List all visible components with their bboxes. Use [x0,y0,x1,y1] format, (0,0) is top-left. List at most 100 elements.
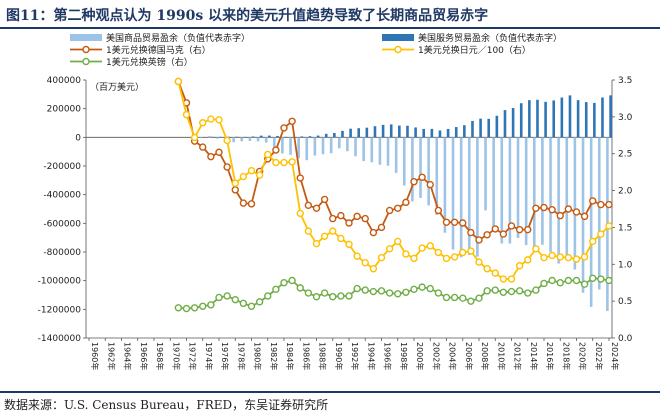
goods-bar [346,137,349,152]
dem-point [524,225,532,234]
gbp-point [483,287,491,295]
services-bar [528,100,531,138]
gbp-point [353,284,361,293]
services-bar [422,128,426,138]
legend-label-goods: 美国商品贸易盈余（负值代表赤字） [106,32,250,44]
gbp-point [410,285,418,294]
goods-bar [451,137,455,250]
goods-bar [508,137,512,244]
services-bar [593,102,596,138]
services-bar [333,133,336,138]
jpy-point [247,166,256,175]
dem-point [442,218,451,226]
legend-label-dem: 1美元兑换德国马克（右） [106,44,211,56]
jpy-point [329,227,337,235]
jpy-point [418,244,426,252]
jpy-point [589,237,597,246]
dem-point [589,197,597,205]
services-bar [219,136,222,138]
services-bar [446,128,450,138]
x-tick-label: 1994年 [366,342,376,370]
jpy-point [426,242,434,250]
goods-bar [199,137,203,139]
services-bar [259,135,263,138]
dem-point [450,218,459,226]
gbp-point [515,287,524,295]
title-bar: 图11：第二种观点认为 1990s 以来的美元升值趋势导致了长期商品贸易赤字 [0,0,660,29]
gbp-point [369,287,378,296]
services-bar [389,124,393,138]
x-tick-label: 1978年 [236,342,246,370]
jpy-point [304,227,313,235]
dem-point [361,214,369,223]
services-bar [503,110,507,138]
right-tick-label: 2.0 [618,187,633,197]
dem-point [532,204,540,212]
goods-bar [524,137,528,246]
services-bar [406,125,409,138]
jpy-point [377,253,386,262]
gbp-point [467,297,475,305]
dem-point [394,204,402,212]
right-tick-label: 0.0 [618,334,633,344]
x-tick-label: 1964年 [123,342,133,370]
gbp-point [264,292,272,300]
dem-point [353,212,361,221]
x-tick-label: 1970年 [171,342,181,370]
gbp-point [296,284,304,292]
dem-point [580,212,589,221]
dem-point [467,228,475,237]
x-tick-label: 1992年 [350,342,360,370]
jpy-point [207,115,215,123]
services-bar [284,136,287,138]
goods-bar [589,137,593,307]
goods-bar [557,137,560,264]
jpy-point [442,254,451,263]
goods-bar [549,137,552,252]
services-bar [544,101,547,138]
x-tick-label: 2004年 [448,342,458,370]
x-tick-label: 2024年 [610,342,620,370]
goods-bar [411,137,414,202]
x-tick-label: 1974年 [204,342,214,370]
left-tick-label: -800000 [43,248,81,258]
goods-bar [467,137,471,256]
dem-point [207,152,215,161]
x-tick-label: 2010年 [496,342,506,370]
x-tick-label: 1990年 [334,342,344,370]
dem-point [280,124,288,132]
services-bar [324,133,328,138]
goods-bar [476,137,479,257]
goods-bar [264,137,268,143]
gbp-point [239,299,248,308]
dem-point [296,174,304,182]
goods-bar [565,137,569,261]
dem-point [434,206,443,215]
services-bar [235,136,239,138]
goods-bar [313,137,317,156]
gbp-point [507,287,516,296]
right-tick-label: 1.5 [618,223,632,233]
dem-point [402,198,410,207]
gbp-point [345,292,353,300]
goods-bar [362,137,365,162]
goods-bar [597,137,601,290]
x-tick-label: 2016年 [545,342,555,370]
dem-point [385,206,394,215]
jpy-point [410,254,418,263]
jpy-point [174,77,183,86]
gbp-point [434,289,443,297]
gbp-point [556,279,564,287]
x-tick-label: 1962年 [106,342,116,370]
jpy-point [580,253,589,261]
left-tick-label: -600000 [43,219,81,229]
services-bar [536,99,539,138]
services-bar [609,95,612,138]
gbp-point [215,293,223,302]
services-bar [308,136,312,138]
services-bar [438,130,442,138]
services-bar [463,125,466,138]
jpy-point [499,275,508,283]
gbp-point [288,276,296,285]
dem-point [483,231,491,239]
